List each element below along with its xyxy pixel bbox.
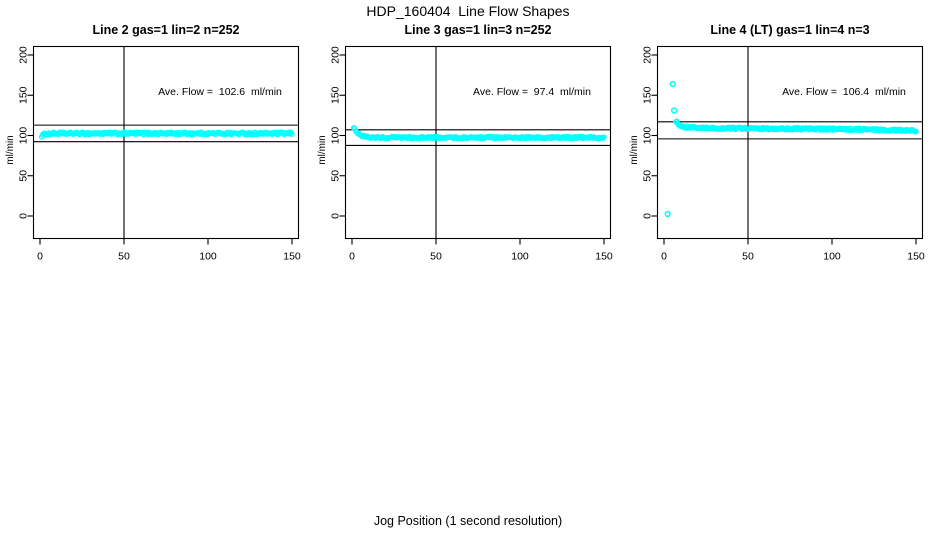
subplot-line3: 0 50 100 150 200 0 50 100 150 ml/min Ave. Flow = 9… xyxy=(312,0,624,270)
annotation-text: Ave. Flow = 97.4 ml/min xyxy=(473,86,591,98)
x-axis-tick-label: 150 xyxy=(907,251,925,263)
data-point xyxy=(289,131,295,137)
x-axis-tick-label: 50 xyxy=(118,251,130,263)
x-axis-label: Jog Position (1 second resolution) xyxy=(373,514,563,528)
y-axis-tick-label: 100 xyxy=(642,127,654,145)
x-axis-ticks: 0 50 100 150 xyxy=(349,238,613,263)
y-axis-tick-label: 0 xyxy=(642,213,654,219)
subplot-line2: 0 50 100 150 200 0 50 100 150 ml/min Ave. Flow = 1… xyxy=(0,0,312,270)
plot-box xyxy=(344,45,612,240)
outlier-point xyxy=(670,107,678,114)
x-axis-tick-label: 150 xyxy=(595,251,613,263)
outlier-point xyxy=(669,80,676,88)
subplot-line4: 0 50 100 150 200 0 50 100 150 ml/min Ave. Flow = 1… xyxy=(624,0,936,270)
chart-svg-3: 0 50 100 150 200 0 50 100 150 ml/min Ave. Flow = 1… xyxy=(629,23,925,263)
annotation-text: Ave. Flow = 102.6 ml/min xyxy=(158,86,282,98)
subplot-title: Line 3 gas=1 lin=3 n=252 xyxy=(405,23,552,37)
y-axis-tick-label: 200 xyxy=(642,46,654,64)
y-axis-tick-label: 150 xyxy=(330,86,342,104)
y-axis-ticks: 0 50 100 150 200 xyxy=(642,46,658,219)
y-axis-tick-label: 50 xyxy=(642,170,654,182)
x-axis-tick-label: 150 xyxy=(283,251,301,263)
y-axis-tick-label: 150 xyxy=(642,86,654,104)
x-axis-tick-label: 100 xyxy=(199,251,217,263)
chart-svg-1: 0 50 100 150 200 0 50 100 150 ml/min Ave. Flow = 1… xyxy=(5,23,301,263)
x-axis-ticks: 0 50 100 150 xyxy=(37,238,301,263)
plot-box xyxy=(32,45,300,240)
subplot-title: Line 2 gas=1 lin=2 n=252 xyxy=(93,23,240,37)
y-axis-unit-label: ml/min xyxy=(317,135,328,164)
y-axis-tick-label: 0 xyxy=(18,213,30,219)
y-axis-ticks: 0 50 100 150 200 xyxy=(18,46,34,219)
y-axis-tick-label: 50 xyxy=(330,170,342,182)
figure-title: HDP_160404 Line Flow Shapes xyxy=(366,3,570,19)
subplot-title: Line 4 (LT) gas=1 lin=4 n=3 xyxy=(710,23,869,37)
y-axis-tick-label: 0 xyxy=(330,213,342,219)
y-axis-tick-label: 200 xyxy=(18,46,30,64)
data-point xyxy=(601,134,607,140)
x-axis-tick-label: 50 xyxy=(430,251,442,263)
y-axis-tick-label: 150 xyxy=(18,86,30,104)
x-axis-tick-label: 100 xyxy=(823,251,841,263)
x-axis-ticks: 0 50 100 150 xyxy=(661,238,925,263)
y-axis-ticks: 0 50 100 150 200 xyxy=(330,46,346,219)
annotation-text: Ave. Flow = 106.4 ml/min xyxy=(782,86,906,98)
x-axis-tick-label: 100 xyxy=(511,251,529,263)
x-axis-tick-label: 0 xyxy=(37,251,43,263)
x-axis-tick-label: 0 xyxy=(661,251,667,263)
data-point xyxy=(913,128,919,135)
y-axis-tick-label: 50 xyxy=(18,170,30,182)
y-axis-tick-label: 100 xyxy=(18,127,30,145)
y-axis-tick-label: 100 xyxy=(330,127,342,145)
data-points xyxy=(350,125,607,142)
x-axis-tick-label: 50 xyxy=(742,251,754,263)
y-axis-unit-label: ml/min xyxy=(5,135,16,164)
y-axis-unit-label: ml/min xyxy=(629,135,640,164)
data-points xyxy=(38,129,295,140)
y-axis-tick-label: 200 xyxy=(330,46,342,64)
chart-svg-2: 0 50 100 150 200 0 50 100 150 ml/min Ave. Flow = 9… xyxy=(317,23,613,263)
x-axis-tick-label: 0 xyxy=(349,251,355,263)
plot-box xyxy=(656,45,924,240)
outlier-point xyxy=(664,210,671,218)
data-points xyxy=(664,80,919,218)
